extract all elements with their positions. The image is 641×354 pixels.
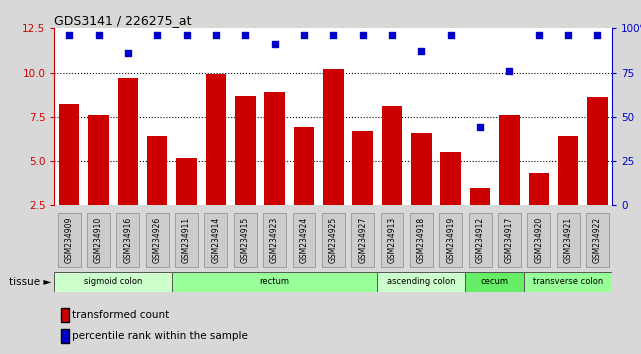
Bar [378, 272, 465, 292]
Text: rectum: rectum [260, 277, 290, 286]
FancyBboxPatch shape [528, 212, 550, 267]
Text: sigmoid colon: sigmoid colon [84, 277, 142, 286]
Text: ascending colon: ascending colon [387, 277, 456, 286]
Point [387, 33, 397, 38]
Bar [558, 136, 578, 205]
FancyBboxPatch shape [292, 212, 315, 267]
Bar [54, 272, 172, 292]
Point [152, 33, 162, 38]
Text: GSM234915: GSM234915 [241, 217, 250, 263]
Point [563, 33, 573, 38]
Bar [176, 158, 197, 205]
Text: tissue ►: tissue ► [9, 277, 51, 287]
Bar [294, 127, 314, 205]
Text: GSM234909: GSM234909 [65, 217, 74, 263]
Bar [147, 136, 167, 205]
Bar [382, 106, 403, 205]
Text: GSM234910: GSM234910 [94, 217, 103, 263]
FancyBboxPatch shape [87, 212, 110, 267]
Text: GSM234914: GSM234914 [212, 217, 221, 263]
FancyBboxPatch shape [146, 212, 169, 267]
FancyBboxPatch shape [439, 212, 462, 267]
Point [269, 41, 279, 47]
FancyBboxPatch shape [234, 212, 256, 267]
Point [534, 33, 544, 38]
Point [358, 33, 368, 38]
Point [299, 33, 309, 38]
Text: percentile rank within the sample: percentile rank within the sample [72, 331, 248, 341]
Point [64, 33, 74, 38]
Bar [499, 115, 520, 205]
FancyBboxPatch shape [586, 212, 609, 267]
Text: GSM234912: GSM234912 [476, 217, 485, 263]
Point [445, 33, 456, 38]
Bar [587, 97, 608, 205]
FancyBboxPatch shape [351, 212, 374, 267]
Bar [235, 96, 256, 205]
Bar [172, 272, 378, 292]
Point [504, 68, 515, 74]
Text: GSM234926: GSM234926 [153, 217, 162, 263]
Bar [59, 104, 79, 205]
Point [416, 48, 426, 54]
Text: GSM234922: GSM234922 [593, 217, 602, 263]
FancyBboxPatch shape [117, 212, 139, 267]
Bar [264, 92, 285, 205]
Text: transverse colon: transverse colon [533, 277, 603, 286]
Text: GSM234921: GSM234921 [563, 217, 572, 263]
Text: GSM234918: GSM234918 [417, 217, 426, 263]
FancyBboxPatch shape [204, 212, 228, 267]
FancyBboxPatch shape [469, 212, 492, 267]
Point [94, 33, 104, 38]
FancyBboxPatch shape [381, 212, 403, 267]
Text: GSM234927: GSM234927 [358, 217, 367, 263]
Text: GSM234911: GSM234911 [182, 217, 191, 263]
Bar [411, 133, 431, 205]
Text: cecum: cecum [481, 277, 509, 286]
Bar [528, 173, 549, 205]
Bar [440, 152, 461, 205]
Bar [117, 78, 138, 205]
Point [211, 33, 221, 38]
Point [475, 125, 485, 130]
FancyBboxPatch shape [263, 212, 286, 267]
Point [592, 33, 603, 38]
Text: GSM234923: GSM234923 [270, 217, 279, 263]
Text: GSM234924: GSM234924 [299, 217, 308, 263]
Text: GSM234925: GSM234925 [329, 217, 338, 263]
Bar [524, 272, 612, 292]
Text: transformed count: transformed count [72, 310, 170, 320]
FancyBboxPatch shape [175, 212, 198, 267]
Text: GSM234920: GSM234920 [535, 217, 544, 263]
Point [328, 33, 338, 38]
Text: GSM234919: GSM234919 [446, 217, 455, 263]
Point [122, 50, 133, 56]
Point [240, 33, 251, 38]
Bar [353, 131, 373, 205]
Text: GSM234917: GSM234917 [505, 217, 514, 263]
Bar [470, 188, 490, 205]
FancyBboxPatch shape [410, 212, 433, 267]
FancyBboxPatch shape [322, 212, 345, 267]
Text: GSM234913: GSM234913 [388, 217, 397, 263]
Text: GSM234916: GSM234916 [123, 217, 132, 263]
Bar [465, 272, 524, 292]
Bar [88, 115, 109, 205]
FancyBboxPatch shape [498, 212, 521, 267]
Point [181, 33, 192, 38]
Bar [323, 69, 344, 205]
FancyBboxPatch shape [556, 212, 579, 267]
FancyBboxPatch shape [58, 212, 81, 267]
Text: GDS3141 / 226275_at: GDS3141 / 226275_at [54, 14, 192, 27]
Bar [206, 74, 226, 205]
